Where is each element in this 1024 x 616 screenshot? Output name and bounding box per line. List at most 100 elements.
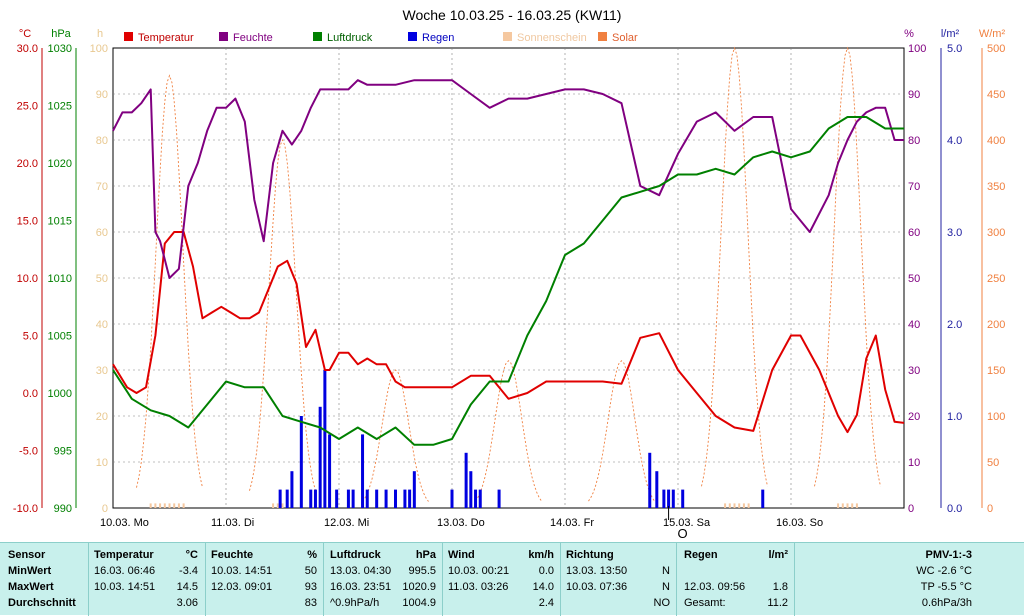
solar-tick-label: 0 xyxy=(987,503,993,515)
humidity-tick-label: 10 xyxy=(908,457,920,469)
solar-curve xyxy=(136,74,203,488)
legend-swatch xyxy=(503,32,512,41)
rain-max-value: 1.8 xyxy=(772,581,788,593)
rain-bar xyxy=(655,471,659,508)
solar-unit-label: W/m² xyxy=(979,28,1006,40)
wind-min-value: 0.0 xyxy=(538,565,554,577)
rain-bar xyxy=(450,489,454,508)
rain-header: Regen xyxy=(684,549,718,561)
direction-min-value: N xyxy=(662,565,670,577)
sun-tick-label: 70 xyxy=(96,181,108,193)
rain-bar xyxy=(464,452,468,508)
direction-column: Richtung 13.03. 13:50 N 10.03. 07:36 N NO xyxy=(566,547,670,611)
solar-tick-label: 50 xyxy=(987,457,999,469)
rain-bar xyxy=(408,489,412,508)
cursor-marker: O xyxy=(678,526,688,541)
pressure-tick-label: 1030 xyxy=(48,43,72,55)
rain-bar xyxy=(761,489,765,508)
humidity-avg-value: 83 xyxy=(304,597,317,609)
temp-tick-label: 30.0 xyxy=(17,43,38,55)
rain-tick-label: 0.0 xyxy=(947,503,962,515)
pressure-trend: ^0.9hPa/h xyxy=(330,597,380,609)
pressure-unit: hPa xyxy=(415,549,436,561)
sunshine-bar xyxy=(851,503,854,508)
rain-bar xyxy=(412,471,416,508)
sun-tick-label: 80 xyxy=(96,135,108,147)
chart-svg: Woche 10.03.25 - 16.03.25 (KW11) Temperat… xyxy=(13,7,1006,541)
pressure-tick-label: 1015 xyxy=(48,216,72,228)
solar-tick-label: 250 xyxy=(987,273,1005,285)
humidity-tick-label: 70 xyxy=(908,181,920,193)
series-line-feuchte xyxy=(112,79,904,279)
direction-header: Richtung xyxy=(566,549,614,561)
solar-tick-label: 300 xyxy=(987,227,1005,239)
sun-tick-label: 10 xyxy=(96,457,108,469)
temp-tick-label: 15.0 xyxy=(17,216,38,228)
x-tick-label: 11.03. Di xyxy=(211,517,254,529)
sunshine-bar xyxy=(724,503,727,508)
pressure-avg-value: 1004.9 xyxy=(402,597,436,609)
sun-tick-label: 30 xyxy=(96,365,108,377)
rain-unit-label: l/m² xyxy=(941,28,960,40)
sun-unit-label: h xyxy=(97,28,103,40)
solar-curve xyxy=(814,46,881,487)
legend-label: Regen xyxy=(422,32,454,44)
wind-unit: km/h xyxy=(528,549,554,561)
temp-tick-label: 25.0 xyxy=(17,101,38,113)
temp-tick-label: 0.0 xyxy=(23,388,38,400)
humidity-tick-label: 0 xyxy=(908,503,914,515)
sunshine-bar xyxy=(837,503,840,508)
legend-label: Luftdruck xyxy=(327,32,373,44)
rain-bar xyxy=(648,452,652,508)
temperature-column: Temperatur °C 16.03. 06:46 -3.4 10.03. 14:… xyxy=(94,547,198,611)
humidity-header: Feuchte xyxy=(211,549,254,561)
x-tick-label: 13.03. Do xyxy=(437,517,485,529)
x-tick-label: 14.03. Fr xyxy=(550,517,594,529)
sun-tick-label: 20 xyxy=(96,411,108,423)
sunshine-bar xyxy=(276,503,279,508)
rain-bar xyxy=(671,489,675,508)
rain-bar xyxy=(403,489,407,508)
temp-max-value: 14.5 xyxy=(176,581,198,593)
pressure-trend-value: 0.6hPa/3h xyxy=(921,597,972,609)
pmv-column: PMV-1:-3 WC -2.6 °C TP -5.5 °C 0.6hPa/3h xyxy=(800,547,972,611)
sunshine-bar xyxy=(841,503,844,508)
sunshine-bar xyxy=(738,503,741,508)
rain-tick-label: 2.0 xyxy=(947,319,962,331)
temp-tick-label: -10.0 xyxy=(13,503,38,515)
rain-bar xyxy=(335,489,339,508)
rain-bar xyxy=(497,489,501,508)
sunshine-bar xyxy=(747,503,750,508)
sensor-column: Sensor MinWert MaxWert Durchschnitt xyxy=(8,547,86,611)
legend-swatch xyxy=(219,32,228,41)
temp-tick-label: 20.0 xyxy=(17,158,38,170)
rain-max-time: 12.03. 09:56 xyxy=(684,581,746,593)
rain-bar xyxy=(309,489,313,508)
legend-label: Temperatur xyxy=(138,32,194,44)
temp-tick-label: 5.0 xyxy=(23,331,38,343)
solar-tick-label: 500 xyxy=(987,43,1005,55)
rain-bar xyxy=(394,489,397,508)
solar-curve xyxy=(249,138,316,491)
series-line-luftdruck xyxy=(112,116,904,446)
humidity-tick-label: 20 xyxy=(908,411,920,423)
avg-label: Durchschnitt xyxy=(8,597,76,609)
sunshine-bar xyxy=(281,503,284,508)
sunshine-bar xyxy=(272,503,275,508)
separator xyxy=(205,543,206,616)
humidity-tick-label: 40 xyxy=(908,319,920,331)
sunshine-bar xyxy=(154,503,157,508)
separator xyxy=(794,543,795,616)
legend-label: Feuchte xyxy=(233,32,273,44)
pressure-tick-label: 1005 xyxy=(48,331,72,343)
solar-curve xyxy=(701,46,768,487)
temp-avg-value: 3.06 xyxy=(176,597,198,609)
rain-tick-label: 5.0 xyxy=(947,43,962,55)
temp-unit: °C xyxy=(185,549,198,561)
pressure-tick-label: 995 xyxy=(54,446,72,458)
direction-min-time: 13.03. 13:50 xyxy=(566,565,628,577)
sunshine-bar xyxy=(728,503,731,508)
sun-tick-label: 100 xyxy=(90,43,108,55)
rain-bar xyxy=(662,489,666,508)
temp-max-time: 10.03. 14:51 xyxy=(94,581,156,593)
